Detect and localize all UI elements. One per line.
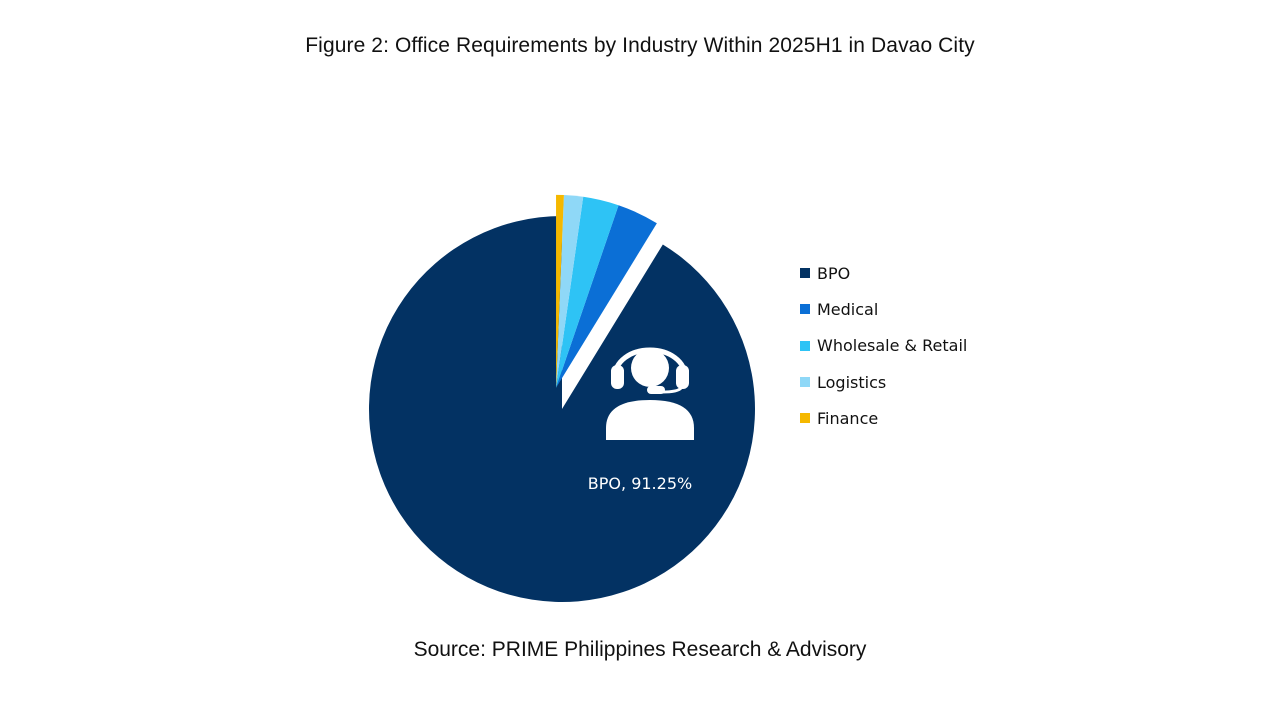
legend-label: Finance [817,408,879,428]
headset-person-icon [606,347,694,440]
pie-slice-medical [556,205,657,388]
legend-label: Wholesale & Retail [817,336,968,356]
legend-swatch [800,268,810,279]
chart-source: Source: PRIME Philippines Research & Adv… [413,638,867,661]
legend-item-bpo: BPO [800,255,967,291]
pie-slice-wholesale-retail [556,196,619,388]
chart-legend: BPO Medical Wholesale & Retail Logistics Fin… [800,255,967,436]
pie-slice-bpo [368,216,755,602]
legend-item-logistics: Logistics [800,364,967,400]
pie-slices [368,194,755,602]
legend-item-finance: Finance [800,400,967,436]
legend-swatch [800,340,810,351]
legend-label: Logistics [817,372,887,392]
legend-label: Medical [817,299,879,319]
legend-item-wholesale-retail: Wholesale & Retail [800,328,967,364]
legend-swatch [800,413,810,424]
data-label-bpo: BPO, 91.25% [588,474,692,493]
pie-slice-finance [556,194,564,388]
chart-title: Figure 2: Office Requirements by Industr… [305,34,975,57]
legend-label: BPO [817,263,851,283]
legend-swatch [800,304,810,315]
legend-item-medical: Medical [800,291,967,327]
pie-slice-logistics [556,194,584,388]
legend-swatch [800,377,810,388]
